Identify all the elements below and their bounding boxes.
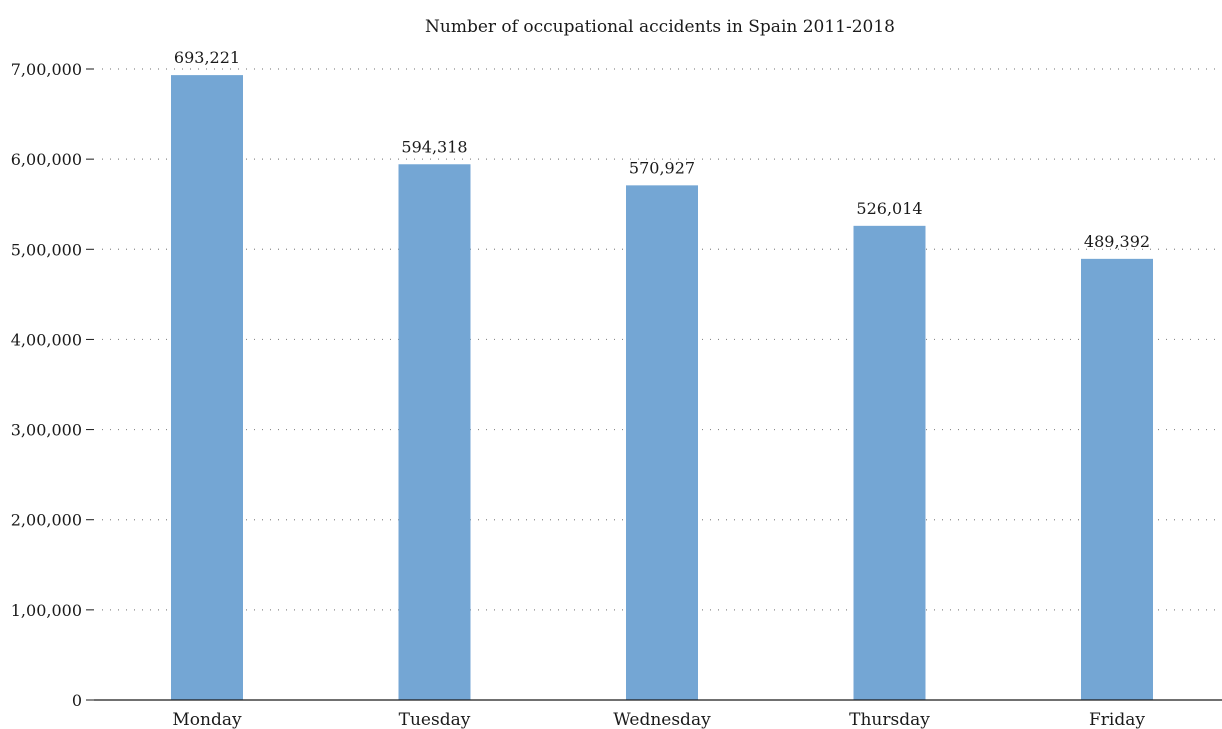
data-label: 594,318 bbox=[401, 137, 467, 156]
bar bbox=[398, 164, 471, 700]
bar bbox=[171, 75, 243, 701]
x-tick-label: Friday bbox=[1089, 710, 1145, 729]
y-tick-label: 6,00,000 bbox=[11, 150, 82, 169]
y-tick-label: 1,00,000 bbox=[11, 601, 82, 620]
y-tick-label: 3,00,000 bbox=[11, 421, 82, 440]
data-labels: 693,221 594,318 570,927 526,014 489,392 bbox=[174, 48, 1150, 251]
x-tick-label: Thursday bbox=[849, 710, 930, 729]
x-tick-label: Tuesday bbox=[399, 710, 471, 729]
y-tick-label: 4,00,000 bbox=[11, 330, 82, 349]
bar bbox=[853, 225, 926, 701]
data-label: 526,014 bbox=[856, 199, 922, 218]
x-axis-categories: Monday Tuesday Wednesday Thursday Friday bbox=[172, 710, 1145, 729]
y-tick-label: 0 bbox=[72, 691, 82, 710]
y-tick-label: 2,00,000 bbox=[11, 511, 82, 530]
data-label: 693,221 bbox=[174, 48, 240, 67]
y-tick-label: 5,00,000 bbox=[11, 240, 82, 259]
x-tick-label: Monday bbox=[172, 710, 242, 729]
y-axis-ticks: 0 1,00,000 2,00,000 3,00,000 4,00,000 5,00,00… bbox=[11, 60, 94, 710]
y-tick-label: 7,00,000 bbox=[11, 60, 82, 79]
bar bbox=[626, 185, 698, 700]
data-label: 570,927 bbox=[629, 158, 695, 177]
chart-title: Number of occupational accidents in Spai… bbox=[425, 17, 895, 37]
x-tick-label: Wednesday bbox=[613, 710, 711, 729]
bars bbox=[171, 75, 1153, 701]
bar bbox=[1081, 258, 1153, 700]
data-label: 489,392 bbox=[1084, 232, 1150, 251]
